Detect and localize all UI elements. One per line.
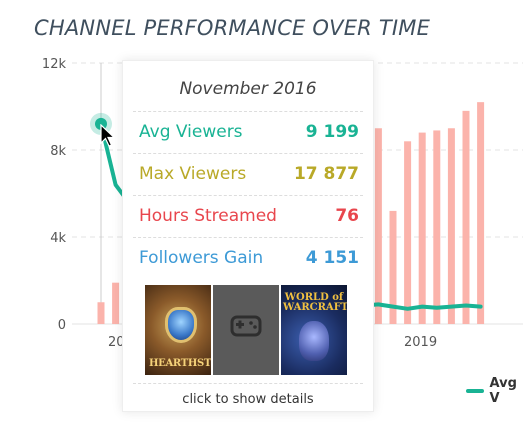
tooltip-title: November 2016 bbox=[179, 79, 317, 99]
tooltip-label-followers-gain: Followers Gain bbox=[139, 248, 264, 268]
world-of-warcraft-cover-text: WORLD of WARCRAFT bbox=[283, 292, 347, 313]
page-title: CHANNEL PERFORMANCE OVER TIME bbox=[34, 16, 431, 40]
hearthstone-cover-icon: HEARTHSTONE bbox=[145, 285, 211, 375]
bar bbox=[374, 128, 382, 324]
bar bbox=[433, 130, 441, 324]
hearthstone-cover-text: HEARTHSTONE bbox=[149, 358, 211, 369]
tooltip-value-hours-streamed: 76 bbox=[335, 206, 359, 226]
y-tick-label: 12k bbox=[42, 57, 67, 72]
tooltip-value-avg-viewers: 9 199 bbox=[305, 122, 359, 142]
bar bbox=[389, 210, 397, 324]
mouse-pointer-icon bbox=[100, 124, 116, 147]
tooltip-row-hours-streamed: Hours Streamed 76 bbox=[133, 195, 363, 236]
bar bbox=[404, 141, 412, 324]
bar bbox=[112, 282, 120, 324]
tooltip-label-hours-streamed: Hours Streamed bbox=[139, 206, 277, 226]
legend-swatch-avg-viewers bbox=[466, 389, 484, 393]
tooltip-row-followers-gain: Followers Gain 4 151 bbox=[133, 237, 363, 278]
tooltip-games: HEARTHSTONE WORLD of WARCRAFT bbox=[145, 285, 349, 375]
legend-label-avg-viewers: Avg V bbox=[489, 376, 517, 406]
x-tick-label: 20 bbox=[108, 335, 125, 350]
bar bbox=[97, 302, 105, 324]
tooltip-value-max-viewers: 17 877 bbox=[293, 164, 359, 184]
tooltip-row-max-viewers: Max Viewers 17 877 bbox=[133, 153, 363, 194]
y-tick-label: 8k bbox=[50, 144, 66, 159]
tooltip-label-max-viewers: Max Viewers bbox=[139, 164, 247, 184]
bar bbox=[447, 128, 455, 324]
bar bbox=[462, 110, 470, 324]
x-tick-label: 2019 bbox=[404, 335, 437, 350]
y-tick-label: 0 bbox=[58, 318, 66, 333]
tooltip-label-avg-viewers: Avg Viewers bbox=[139, 122, 243, 142]
chart-tooltip: November 2016 Avg Viewers 9 199 Max View… bbox=[122, 60, 374, 412]
legend[interactable]: Avg V bbox=[466, 376, 523, 406]
gamepad-icon bbox=[213, 285, 279, 375]
show-details-link[interactable]: click to show details bbox=[133, 383, 363, 407]
bar bbox=[477, 102, 485, 325]
world-of-warcraft-cover-icon: WORLD of WARCRAFT bbox=[281, 285, 347, 375]
bar bbox=[418, 132, 426, 324]
tooltip-value-followers-gain: 4 151 bbox=[305, 248, 359, 268]
tooltip-row-avg-viewers: Avg Viewers 9 199 bbox=[133, 111, 363, 152]
y-tick-label: 4k bbox=[50, 231, 66, 246]
hover-point bbox=[95, 117, 107, 130]
